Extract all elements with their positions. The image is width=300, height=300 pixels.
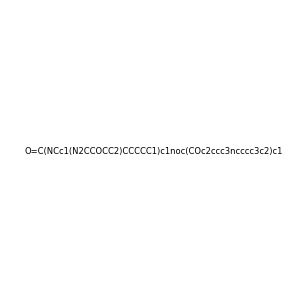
Text: O=C(NCc1(N2CCOCC2)CCCCC1)c1noc(COc2ccc3ncccc3c2)c1: O=C(NCc1(N2CCOCC2)CCCCC1)c1noc(COc2ccc3n… bbox=[25, 147, 283, 156]
